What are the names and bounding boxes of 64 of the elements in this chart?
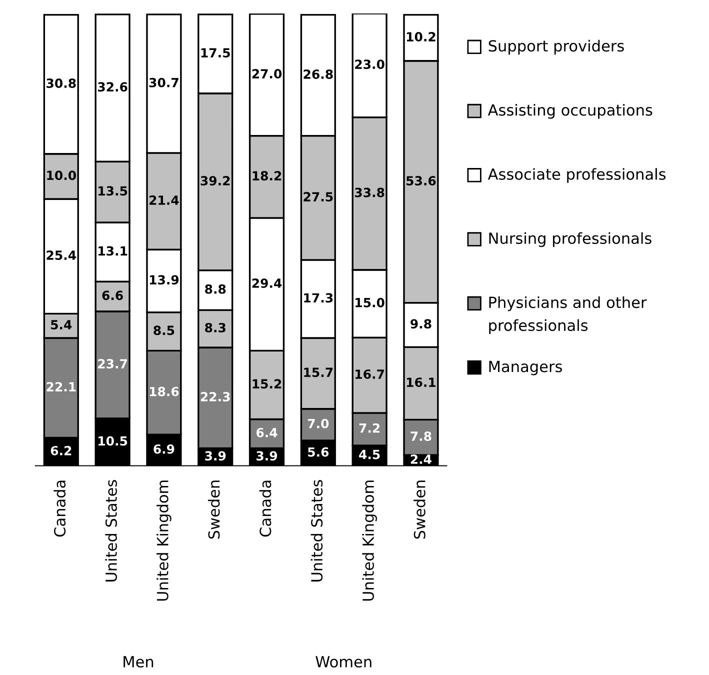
data-label: 30.8	[46, 78, 76, 88]
data-label: 6.9	[154, 444, 174, 454]
data-label: 23.7	[98, 359, 127, 368]
x-tick-label: Sweden	[208, 480, 220, 539]
data-label: 6.6	[102, 290, 123, 300]
data-label: 13.9	[150, 275, 179, 285]
x-tick-label: Sweden	[414, 480, 426, 539]
x-tick-label: Canada	[259, 480, 272, 537]
data-label: 16.1	[406, 378, 436, 388]
data-label: 18.6	[150, 386, 179, 396]
data-label: 2.4	[410, 454, 432, 464]
data-label: 32.6	[98, 82, 128, 92]
legend-label: Physicians and other professionals	[489, 296, 647, 334]
data-label: 7.8	[410, 431, 432, 441]
data-label: 7.0	[308, 418, 329, 428]
data-label: 10.5	[98, 436, 128, 446]
data-label: 29.4	[252, 278, 282, 288]
data-label: 5.6	[308, 447, 329, 457]
text: Men	[124, 656, 154, 668]
data-label: 15.0	[356, 298, 384, 308]
x-tick-label: United States	[310, 480, 323, 582]
data-label: 21.4	[150, 195, 179, 205]
data-label: 17.3	[304, 293, 333, 303]
text: Women	[316, 656, 372, 668]
legend-label: Managers	[489, 360, 562, 376]
x-tick-label: United Kingdom	[156, 480, 172, 601]
data-label: 3.9	[205, 451, 226, 461]
x-tick-label: United States	[105, 480, 117, 582]
data-label: 15.2	[252, 379, 282, 389]
data-label: 39.2	[200, 176, 230, 186]
data-label: 13.5	[98, 186, 128, 196]
data-label: 8.8	[205, 284, 226, 294]
legend-label: Nursing professionals	[489, 232, 652, 247]
data-label: 33.8	[354, 188, 384, 198]
data-label: 3.9	[256, 451, 278, 461]
data-label: 18.2	[252, 171, 282, 181]
data-label: 16.7	[356, 369, 384, 379]
data-label: 10.0	[47, 170, 76, 180]
data-label: 22.1	[46, 382, 76, 392]
x-tick-label: Canada	[54, 480, 66, 537]
data-label: 27.5	[304, 192, 333, 202]
data-label: 8.3	[205, 322, 226, 332]
data-label: 17.5	[201, 48, 230, 58]
data-label: 7.2	[359, 423, 380, 433]
legend-label: Associate professionals	[488, 168, 666, 183]
legend-label: Support providers	[488, 40, 624, 55]
data-label: 26.8	[304, 70, 333, 79]
data-label: 23.0	[355, 60, 384, 70]
x-tick-label: United Kingdom	[362, 480, 377, 601]
data-label: 22.3	[200, 392, 230, 402]
data-label: 4.5	[359, 450, 380, 460]
data-label: 15.7	[304, 368, 333, 378]
legend-label: Assisting occupations	[488, 104, 652, 119]
data-label: 13.1	[98, 246, 128, 256]
data-label: 5.4	[51, 320, 72, 330]
data-label: 8.5	[154, 326, 174, 336]
data-label: 30.7	[149, 78, 178, 88]
data-label: 53.6	[406, 176, 436, 186]
data-label: 6.4	[256, 428, 278, 438]
data-label: 25.4	[46, 250, 76, 260]
data-label: 6.2	[50, 446, 72, 456]
data-label: 9.8	[410, 319, 432, 329]
data-label: 10.2	[406, 32, 436, 42]
data-label: 27.0	[252, 69, 282, 79]
